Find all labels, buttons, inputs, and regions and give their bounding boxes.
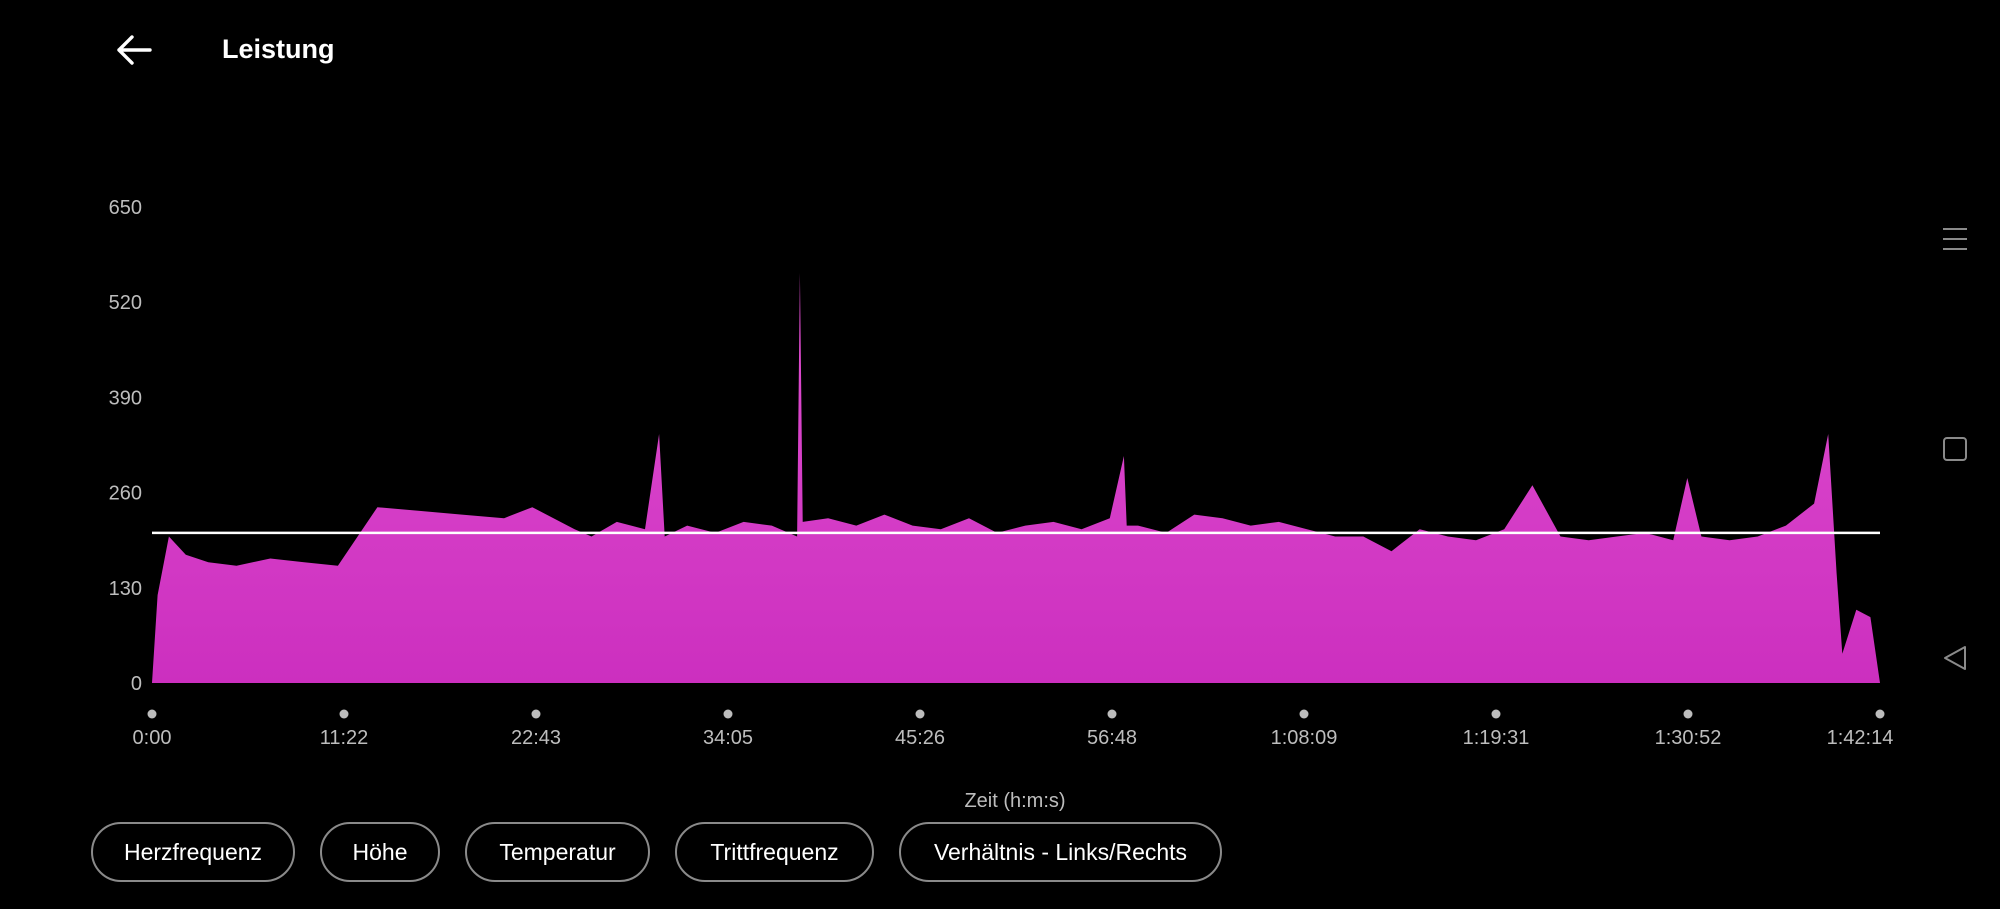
- x-tick-dot: [915, 709, 925, 719]
- metric-button-cadence[interactable]: Trittfrequenz: [675, 822, 874, 882]
- x-tick-dot: [1875, 709, 1885, 719]
- menu-icon[interactable]: [1940, 224, 1970, 254]
- x-tick-label: 34:05: [703, 727, 753, 749]
- y-tick-label: 130: [109, 578, 142, 600]
- x-axis-ticks: 0:00 11:22 22:43 34:05 45:26 56:48 1:08:09 1:19…: [133, 709, 1894, 749]
- x-axis-title: Zeit (h:m:s): [964, 790, 1066, 812]
- x-tick-label: 1:08:09: [1271, 727, 1338, 749]
- x-tick-label: 1:42:14: [1827, 727, 1894, 749]
- y-tick-label: 650: [109, 197, 142, 219]
- y-axis-ticks: 0 130 260 390 520 650: [109, 197, 142, 695]
- square-icon[interactable]: [1940, 434, 1970, 464]
- y-tick-label: 390: [109, 387, 142, 409]
- x-tick-dot: [147, 709, 157, 719]
- y-tick-label: 0: [131, 673, 142, 695]
- x-tick-dot: [723, 709, 733, 719]
- x-tick-dot: [531, 709, 541, 719]
- back-button[interactable]: [110, 26, 158, 74]
- y-tick-label: 260: [109, 483, 142, 505]
- x-tick-dot: [339, 709, 349, 719]
- area-layer: [152, 272, 1880, 683]
- system-navigation: [1910, 0, 2000, 909]
- arrow-left-icon: [117, 35, 152, 65]
- x-tick-label: 22:43: [511, 727, 561, 749]
- x-tick-label: 0:00: [133, 727, 172, 749]
- triangle-back-icon[interactable]: [1940, 643, 1970, 673]
- page-title: Leistung: [222, 34, 335, 64]
- metric-button-left-right-balance[interactable]: Verhältnis - Links/Rechts: [899, 822, 1222, 882]
- x-tick-dot: [1683, 709, 1693, 719]
- x-tick-label: 45:26: [895, 727, 945, 749]
- x-tick-dot: [1491, 709, 1501, 719]
- metric-button-altitude[interactable]: Höhe: [320, 822, 440, 882]
- x-tick-label: 56:48: [1087, 727, 1137, 749]
- y-tick-label: 520: [109, 292, 142, 314]
- metric-button-heart-rate[interactable]: Herzfrequenz: [91, 822, 295, 882]
- metric-button-temperature[interactable]: Temperatur: [465, 822, 650, 882]
- x-tick-label: 1:19:31: [1463, 727, 1530, 749]
- power-area-series: [152, 272, 1880, 683]
- power-chart: 0 130 260 390 520 650 0:00 11:22 22:43 34:05 45:2…: [109, 197, 1894, 749]
- x-tick-dot: [1299, 709, 1309, 719]
- x-tick-label: 1:30:52: [1655, 727, 1722, 749]
- x-tick-dot: [1107, 709, 1117, 719]
- x-tick-label: 11:22: [320, 727, 369, 749]
